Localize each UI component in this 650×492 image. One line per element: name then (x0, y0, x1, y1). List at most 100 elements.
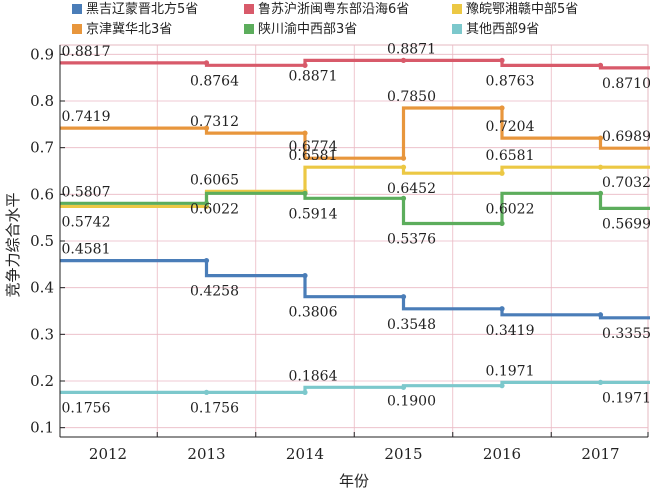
data-point (597, 379, 604, 385)
data-label: 0.8710 (602, 76, 650, 92)
y-tick-label: 0.8 (30, 92, 54, 110)
legend-swatch (244, 4, 254, 14)
legend-label: 陕川渝中西部3省 (258, 21, 357, 37)
x-tick-label: 2015 (384, 445, 422, 463)
y-tick-label: 0.7 (30, 139, 54, 157)
legend-item: 豫皖鄂湘赣中部5省 (452, 2, 578, 17)
data-label: 0.1756 (62, 400, 111, 416)
data-label: 0.8817 (62, 44, 111, 60)
x-tick-label: 2012 (89, 445, 127, 463)
data-point (400, 164, 407, 170)
series-line (60, 106, 650, 160)
data-label: 0.5807 (62, 184, 111, 200)
data-point (302, 273, 308, 279)
grid (59, 44, 649, 438)
data-label: 0.6581 (486, 148, 535, 164)
y-tick-label: 0.1 (30, 419, 54, 437)
data-label: 0.3419 (486, 323, 535, 339)
data-point (302, 130, 308, 136)
data-label: 0.7312 (190, 114, 239, 130)
legend-swatch (452, 4, 462, 14)
data-point (302, 62, 308, 68)
x-tick-label: 2017 (581, 445, 619, 463)
y-axis-title: 竞争力综合水平 (4, 192, 22, 297)
data-label: 0.1864 (289, 368, 338, 384)
legend-label: 豫皖鄂湘赣中部5省 (466, 2, 578, 17)
data-label: 0.4258 (190, 284, 239, 300)
series-0 (60, 257, 650, 320)
series-line (60, 380, 650, 394)
legend-item: 京津冀华北3省 (72, 21, 172, 37)
data-label: 0.6989 (602, 129, 650, 145)
legend-item: 陕川渝中西部3省 (244, 21, 357, 37)
data-point (597, 312, 604, 318)
data-label: 0.5376 (387, 231, 436, 247)
series-line (60, 58, 650, 70)
data-label: 0.1756 (190, 400, 239, 416)
data-label: 0.5742 (62, 214, 111, 230)
x-tick-label: 2016 (483, 445, 521, 463)
legend-swatch (244, 24, 254, 34)
data-point (302, 389, 308, 395)
series-1 (60, 57, 650, 70)
legend-item: 黑吉辽蒙晋北方5省 (72, 1, 198, 17)
data-point (400, 384, 407, 390)
data-point (499, 306, 505, 312)
data-label: 0.7204 (486, 119, 535, 135)
series-line (60, 165, 650, 208)
legend-swatch (72, 24, 82, 34)
data-label: 0.8763 (486, 73, 535, 89)
data-label: 0.5699 (602, 216, 650, 232)
data-point (203, 257, 210, 264)
data-point (597, 135, 604, 141)
data-label: 0.6581 (289, 148, 338, 164)
data-label: 0.1900 (387, 394, 436, 410)
series-layer (60, 57, 650, 395)
axes: 0.1 0.2 0.3 0.4 0.5 0.6 0.7 0.8 0.9 2012 2013 2014 2… (30, 45, 649, 463)
series-3 (60, 105, 650, 161)
series-line (60, 191, 650, 226)
data-label: 0.5914 (289, 206, 338, 222)
data-labels: 0.4581 0.4258 0.3806 0.3548 0.3419 0.3355 0.88… (62, 41, 650, 416)
data-point (203, 389, 210, 395)
x-tick-label: 2014 (286, 445, 324, 463)
data-label: 0.1971 (486, 363, 535, 379)
legend-label: 鲁苏沪浙闽粤东部沿海6省 (258, 1, 409, 17)
data-label: 0.7419 (62, 109, 111, 125)
data-point (499, 170, 505, 176)
y-tick-label: 0.6 (30, 185, 54, 203)
x-axis-title: 年份 (339, 472, 369, 490)
data-point (499, 105, 505, 111)
legend-label: 京津冀华北3省 (86, 21, 172, 37)
y-tick-label: 0.5 (30, 232, 54, 250)
data-label: 0.6452 (387, 181, 436, 197)
data-point (203, 60, 210, 66)
data-label: 0.6774 (289, 139, 338, 155)
legend-item: 其他西部9省 (452, 22, 539, 37)
data-label: 0.8871 (289, 68, 338, 84)
data-point (597, 164, 604, 170)
data-point (400, 195, 407, 201)
data-point (400, 57, 407, 63)
y-tick-label: 0.2 (30, 372, 54, 390)
data-label: 0.4581 (62, 242, 111, 258)
data-label: 0.7032 (602, 175, 650, 191)
data-point (203, 200, 210, 206)
data-point (597, 190, 604, 196)
legend-label: 黑吉辽蒙晋北方5省 (86, 1, 198, 17)
data-label: 0.7850 (387, 89, 436, 105)
series-4 (60, 190, 650, 227)
data-point (499, 383, 505, 389)
data-label: 0.1971 (602, 390, 650, 406)
data-label: 0.6065 (190, 172, 239, 188)
data-label: 0.8764 (190, 73, 239, 89)
data-label: 0.3355 (602, 326, 650, 342)
data-label: 0.8871 (387, 41, 436, 57)
series-5 (60, 379, 650, 395)
y-tick-label: 0.4 (30, 279, 54, 297)
y-tick-label: 0.3 (30, 325, 54, 343)
legend-swatch (452, 24, 462, 34)
legend-swatch (72, 4, 82, 14)
